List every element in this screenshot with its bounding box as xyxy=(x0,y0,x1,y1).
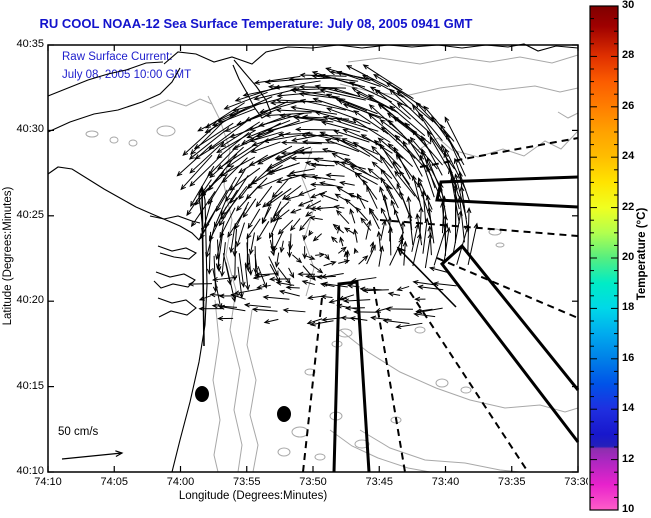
colorbar-tick-label: 10 xyxy=(622,503,635,515)
colorbar-tick-label: 30 xyxy=(622,0,635,11)
y-tick-label: 40:10 xyxy=(16,465,44,477)
colorbar-tick-label: 16 xyxy=(622,351,635,364)
colorbar-tick-label: 20 xyxy=(622,251,635,263)
y-tick-label: 40:20 xyxy=(16,294,44,307)
y-tick-label: 40:15 xyxy=(16,379,44,392)
colorbar-tick-label: 24 xyxy=(622,150,635,163)
y-axis-label: Latitude (Degrees:Minutes) xyxy=(2,186,14,326)
y-tick-label: 40:30 xyxy=(16,123,44,136)
y-tick-label: 40:35 xyxy=(16,38,44,50)
scale-arrow-label: 50 cm/s xyxy=(58,426,99,438)
colorbar-axis-label: Temperature (°C) xyxy=(636,207,648,301)
x-axis-label: Longitude (Degrees:Minutes) xyxy=(178,490,328,502)
colorbar-tick-label: 14 xyxy=(622,402,635,415)
colorbar-tick-label: 26 xyxy=(622,99,635,112)
y-tick-label: 40:25 xyxy=(16,208,44,221)
colorbar-tick-label: 28 xyxy=(622,49,635,62)
page-title: RU COOL NOAA-12 Sea Surface Temperature:… xyxy=(39,16,473,31)
colorbar-tick-label: 12 xyxy=(622,452,635,465)
colorbar-tick-label: 18 xyxy=(622,301,635,314)
annotation-raw-surface-current: Raw Surface Current: xyxy=(62,51,173,63)
colorbar-tick-label: 22 xyxy=(622,200,635,213)
